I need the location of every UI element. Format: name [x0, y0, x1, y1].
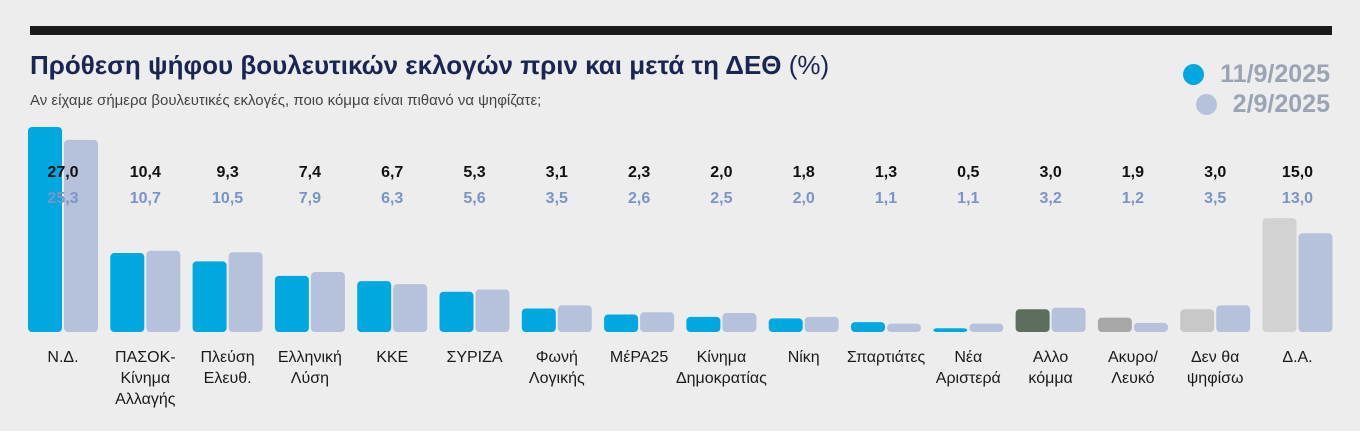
value-label-series1-9: 1,8	[793, 164, 815, 181]
category-label-10: Σπαρτιάτες	[847, 349, 926, 366]
bar-series1-13	[1097, 317, 1132, 332]
legend-entry-series1: 11/9/2025	[1183, 60, 1330, 89]
category-label-9: Νίκη	[788, 349, 820, 366]
legend-entry-series2: 2/9/2025	[1195, 90, 1330, 119]
legend-label-series2: 2/9/2025	[1232, 90, 1330, 118]
bar-series1-2	[192, 261, 227, 332]
value-label-series2-10: 1,1	[875, 190, 897, 207]
value-label-series2-4: 6,3	[381, 190, 403, 207]
bar-series2-3	[310, 272, 345, 332]
value-label-series1-11: 0,5	[957, 164, 979, 181]
bar-series2-4	[393, 284, 428, 332]
category-label-6: Φωνή Λογικής	[529, 349, 585, 387]
bar-series1-12	[1015, 309, 1050, 332]
bar-series2-10	[887, 323, 921, 332]
category-label-3: Ελληνική Λύση	[278, 349, 342, 387]
value-label-series2-1: 10,7	[130, 190, 161, 207]
value-label-series1-8: 2,0	[710, 164, 732, 181]
chart-subtitle: Αν είχαμε σήμερα βουλευτικές εκλογές, πο…	[30, 92, 542, 109]
value-label-series1-2: 9,3	[216, 164, 238, 181]
bar-series2-1	[146, 250, 181, 332]
category-label-15: Δ.Α.	[1282, 349, 1312, 366]
category-label-13: Ακυρο/Λευκό	[1108, 349, 1158, 387]
chart-title-unit: (%)	[788, 50, 830, 80]
value-label-series1-1: 10,4	[130, 164, 161, 181]
value-label-series2-6: 3,5	[546, 190, 568, 207]
value-label-series1-10: 1,3	[875, 164, 897, 181]
bar-series1-15	[1262, 218, 1297, 332]
value-label-series1-14: 3,0	[1204, 164, 1226, 181]
bar-series2-11	[969, 323, 1004, 332]
chart-title: Πρόθεση ψήφου βουλευτικών εκλογών πριν κ…	[30, 50, 829, 81]
bar-series1-0	[28, 127, 62, 332]
value-label-series1-3: 7,4	[299, 164, 321, 181]
value-label-series2-2: 10,5	[212, 190, 243, 207]
category-label-12: Αλλο κόμμα	[1028, 349, 1072, 387]
bar-series1-5	[439, 291, 474, 332]
category-label-0: Ν.Δ.	[47, 349, 78, 366]
bar-series2-13	[1133, 322, 1168, 332]
category-label-14: Δεν θα ψηφίσω	[1187, 349, 1244, 387]
value-label-series2-15: 13,0	[1282, 190, 1313, 207]
legend-label-series1: 11/9/2025	[1220, 60, 1330, 88]
bar-series2-6	[557, 305, 592, 332]
bar-series2-0	[64, 139, 98, 332]
value-label-series1-6: 3,1	[546, 164, 568, 181]
value-label-series2-3: 7,9	[299, 190, 321, 207]
value-label-series2-11: 1,1	[957, 190, 979, 207]
value-label-series2-5: 5,6	[463, 190, 485, 207]
category-label-4: ΚΚΕ	[376, 349, 408, 366]
value-label-series1-5: 5,3	[463, 164, 485, 181]
bar-series1-9	[768, 318, 803, 332]
bar-series2-9	[804, 316, 839, 332]
bar-series2-12	[1051, 307, 1086, 332]
bar-series2-5	[475, 289, 510, 332]
legend-dot-series1	[1183, 64, 1205, 85]
value-label-series2-12: 3,2	[1039, 190, 1061, 207]
value-label-series1-13: 1,9	[1122, 164, 1144, 181]
value-label-series1-7: 2,3	[628, 164, 650, 181]
bar-series1-11	[933, 328, 968, 332]
bar-series1-4	[357, 281, 392, 332]
value-label-series2-0: 25,3	[47, 190, 78, 207]
category-label-1: ΠΑΣΟΚ-Κίνημα Αλλαγής	[115, 349, 176, 408]
bar-series1-14	[1180, 309, 1215, 332]
bar-series1-10	[851, 322, 885, 332]
category-label-8: Κίνημα Δημοκρατίας	[676, 349, 767, 387]
chart-title-text: Πρόθεση ψήφου βουλευτικών εκλογών πριν κ…	[30, 50, 782, 80]
bar-series1-3	[274, 275, 309, 332]
bar-series2-2	[228, 252, 263, 332]
value-label-series2-13: 1,2	[1122, 190, 1144, 207]
category-label-5: ΣΥΡΙΖΑ	[446, 349, 502, 366]
value-label-series2-7: 2,6	[628, 190, 650, 207]
value-label-series1-4: 6,7	[381, 164, 403, 181]
bar-series2-14	[1216, 305, 1251, 332]
value-label-series1-0: 27,0	[47, 164, 78, 181]
bar-series1-6	[521, 308, 556, 332]
bar-series2-8	[722, 313, 757, 332]
value-label-series1-15: 15,0	[1282, 164, 1313, 181]
legend-dot-series2	[1195, 94, 1217, 115]
value-label-series1-12: 3,0	[1039, 164, 1061, 181]
category-label-2: Πλεύση Ελευθ.	[200, 349, 254, 387]
category-label-11: Νέα Αριστερά	[936, 349, 1001, 387]
value-label-series2-14: 3,5	[1204, 190, 1226, 207]
value-label-series2-9: 2,0	[793, 190, 815, 207]
bar-series1-8	[686, 316, 721, 332]
bar-series2-15	[1298, 233, 1333, 332]
bar-series2-7	[640, 312, 675, 332]
bar-series1-1	[110, 253, 145, 332]
value-label-series2-8: 2,5	[710, 190, 732, 207]
bar-series1-7	[604, 314, 639, 332]
top-rule	[30, 26, 1332, 35]
category-label-7: ΜέΡΑ25	[610, 349, 669, 366]
